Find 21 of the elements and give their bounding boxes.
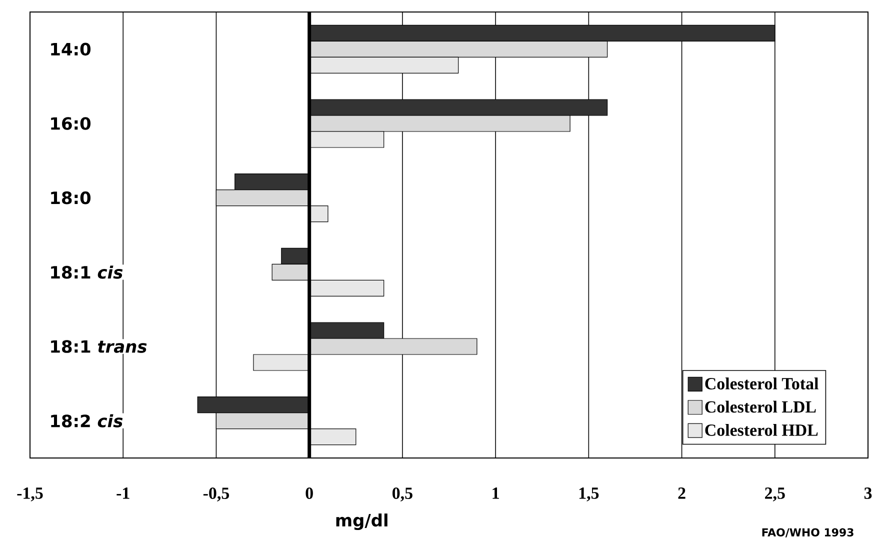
x-tick-label: -0,5 <box>203 488 230 502</box>
x-axis-title: mg/dl <box>336 514 388 530</box>
y-tick-label: 18:0 <box>51 191 91 204</box>
x-tick-label: 2 <box>678 488 686 499</box>
y-tick-label: 18:2 cis <box>51 414 123 428</box>
legend-label: Colesterol Total <box>705 378 818 390</box>
legend-label: Colesterol HDL <box>705 424 818 436</box>
x-tick-label: -1 <box>116 488 130 499</box>
x-tick-label: 1 <box>492 488 499 499</box>
x-tick-label: -1,5 <box>17 488 43 502</box>
y-tick-label: 18:1 cis <box>51 266 123 279</box>
y-tick-label: 16:0 <box>51 117 91 130</box>
x-tick-label: 0 <box>306 488 313 499</box>
y-tick-label: 18:1 trans <box>51 340 147 353</box>
x-tick-label: 3 <box>864 488 872 499</box>
x-tick-label: 0,5 <box>392 488 412 502</box>
legend-label: Colesterol LDL <box>705 400 816 413</box>
x-tick-label: 1,5 <box>579 488 599 502</box>
x-tick-label: 2,5 <box>765 488 785 502</box>
text: FAO/WHO 1993 <box>762 528 854 538</box>
y-tick-label: 14:0 <box>51 42 91 56</box>
